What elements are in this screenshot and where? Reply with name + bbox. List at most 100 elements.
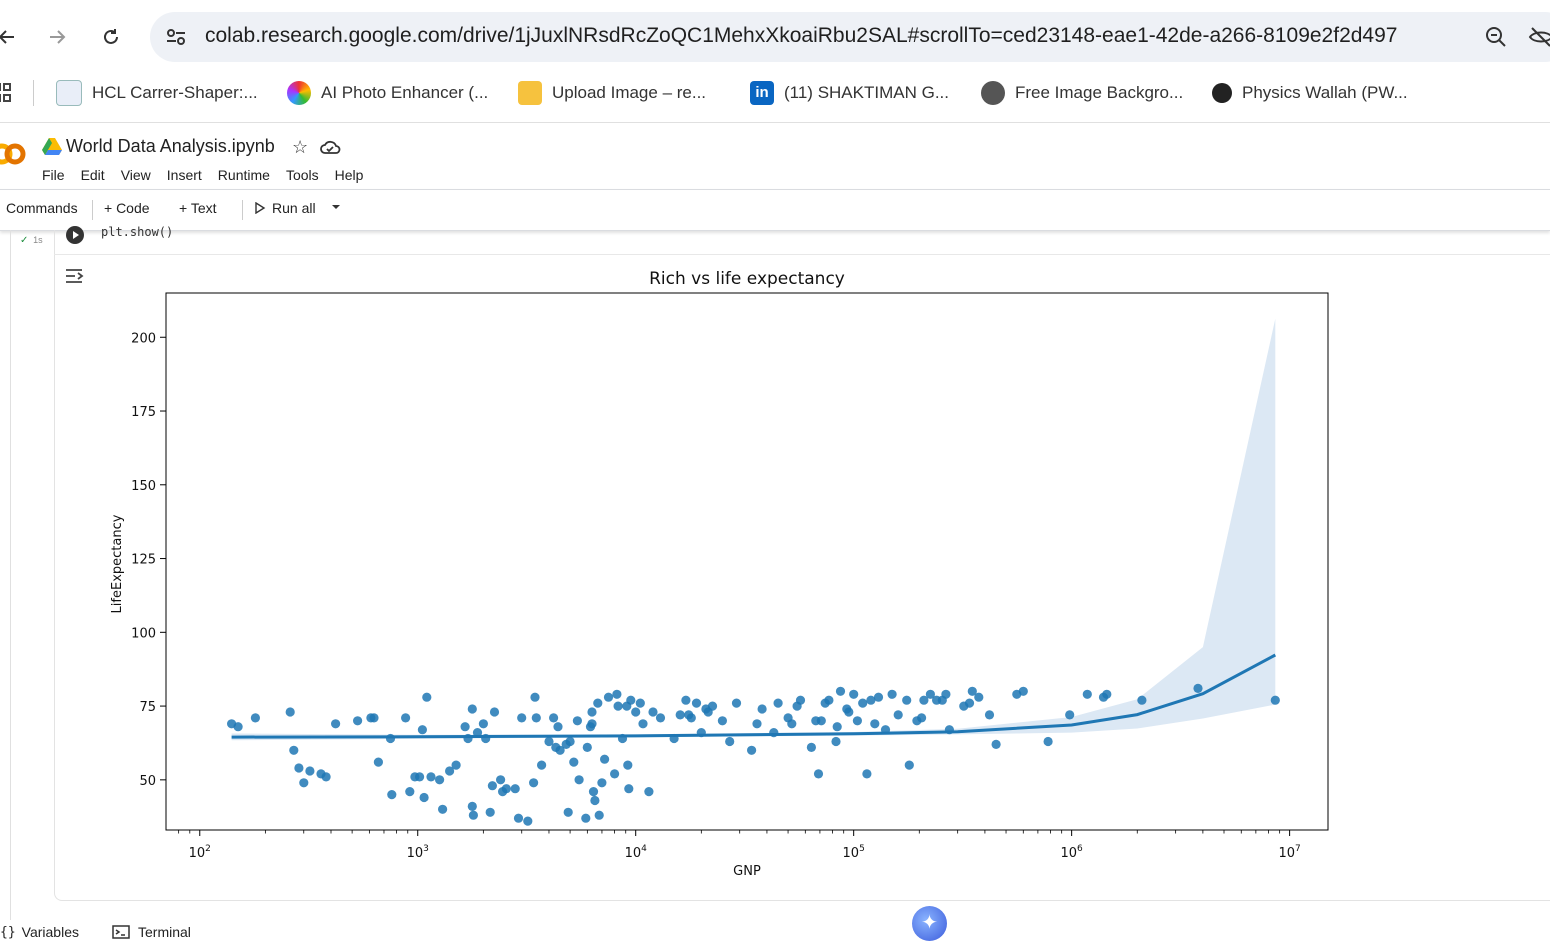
pw-icon xyxy=(1212,83,1232,103)
scatter-point xyxy=(806,742,817,753)
scatter-point xyxy=(1065,710,1075,720)
variables-button[interactable]: {} Variables xyxy=(0,924,79,940)
terminal-button[interactable]: Terminal xyxy=(112,924,191,940)
linkedin-icon: in xyxy=(750,81,774,105)
scatter-point xyxy=(478,719,488,729)
scatter-point xyxy=(530,692,540,702)
notebook-title[interactable]: World Data Analysis.ipynb xyxy=(66,136,275,156)
reload-icon[interactable] xyxy=(96,22,126,52)
scatter-point xyxy=(553,722,563,732)
scatter-point xyxy=(422,692,432,702)
x-tick-label: 104 xyxy=(625,844,648,861)
y-tick-label: 150 xyxy=(131,479,156,494)
menu-bar: File Edit View Insert Runtime Tools Help xyxy=(42,167,363,183)
code-text[interactable]: plt.show() xyxy=(101,225,174,239)
exec-time: 1s xyxy=(33,235,43,245)
scatter-point xyxy=(472,728,483,738)
scatter-point xyxy=(501,784,511,794)
bookmark-linkedin[interactable]: in (11) SHAKTIMAN G... xyxy=(750,80,949,106)
scatter-point xyxy=(813,769,824,779)
scatter-point xyxy=(795,695,806,705)
scatter-point xyxy=(1193,683,1203,694)
scatter-point xyxy=(385,733,396,744)
scatter-point xyxy=(691,698,702,708)
scatter-point xyxy=(331,719,341,729)
scatter-point xyxy=(638,719,648,729)
scatter-point xyxy=(707,701,718,711)
scatter-point xyxy=(299,778,309,788)
eye-off-icon[interactable] xyxy=(1528,25,1550,54)
scatter-point xyxy=(1102,689,1112,699)
site-info-icon[interactable] xyxy=(165,26,187,53)
scatter-point xyxy=(587,719,597,729)
add-code-button[interactable]: + Code xyxy=(104,200,150,216)
upload-image-icon xyxy=(518,81,542,105)
menu-insert[interactable]: Insert xyxy=(166,167,202,183)
scatter-point xyxy=(513,813,524,823)
scatter-point xyxy=(387,790,397,800)
bookmark-physics-wallah[interactable]: Physics Wallah (PW... xyxy=(1212,80,1408,106)
regression-line xyxy=(231,653,1277,739)
bookmark-label: AI Photo Enhancer (... xyxy=(321,83,489,102)
menu-help[interactable]: Help xyxy=(334,167,364,183)
scatter-point xyxy=(549,713,559,723)
bookmark-upload-image[interactable]: Upload Image – re... xyxy=(518,80,706,106)
address-bar[interactable] xyxy=(150,12,1550,62)
scatter-point xyxy=(401,713,411,723)
scatter-point xyxy=(600,754,610,764)
scatter-point xyxy=(565,736,575,747)
terminal-icon xyxy=(112,925,130,939)
bookmark-label: HCL Carrer-Shaper:... xyxy=(92,83,258,102)
colab-logo-icon[interactable] xyxy=(0,139,26,174)
forward-icon[interactable] xyxy=(42,22,72,52)
run-cell-icon[interactable] xyxy=(65,225,85,250)
y-tick-label: 175 xyxy=(131,405,156,420)
back-icon[interactable] xyxy=(0,22,22,52)
scatter-point xyxy=(832,722,842,732)
output-actions-icon[interactable] xyxy=(64,267,86,290)
scatter-point xyxy=(487,781,497,791)
menu-view[interactable]: View xyxy=(120,167,151,183)
bookmarks-bar: HCL Carrer-Shaper:... AI Photo Enhancer … xyxy=(0,72,1550,114)
cloud-saved-icon[interactable] xyxy=(319,138,341,161)
bookmark-hcl[interactable]: HCL Carrer-Shaper:... xyxy=(56,80,258,106)
scatter-point xyxy=(405,787,415,797)
scatter-point xyxy=(569,757,579,767)
url-text[interactable]: colab.research.google.com/drive/1jJuxlNR… xyxy=(205,24,1398,47)
menu-tools[interactable]: Tools xyxy=(285,167,319,183)
scatter-point xyxy=(373,757,383,767)
add-text-button[interactable]: + Text xyxy=(179,200,217,216)
run-all-dropdown-icon[interactable] xyxy=(331,203,341,211)
scatter-point xyxy=(531,713,541,723)
scatter-point xyxy=(597,778,607,788)
scatter-point xyxy=(849,689,859,699)
scatter-point xyxy=(866,695,876,705)
menu-runtime[interactable]: Runtime xyxy=(217,167,270,183)
scatter-point xyxy=(582,742,592,753)
gemini-icon[interactable]: ✦ xyxy=(912,906,947,941)
scatter-point xyxy=(603,692,614,702)
bookmark-ai-photo[interactable]: AI Photo Enhancer (... xyxy=(287,80,488,106)
scatter-point xyxy=(631,707,641,717)
scatter-point xyxy=(902,695,912,705)
menu-file[interactable]: File xyxy=(42,167,65,183)
scatter-point xyxy=(435,775,445,785)
bookmark-label: Physics Wallah (PW... xyxy=(1242,83,1408,102)
scatter-point xyxy=(563,807,573,817)
zoom-icon[interactable] xyxy=(1484,25,1508,54)
scatter-point xyxy=(426,772,436,782)
star-icon[interactable]: ☆ xyxy=(292,137,309,157)
commands-button[interactable]: Commands xyxy=(6,200,78,216)
scatter-point xyxy=(415,772,425,782)
menu-edit[interactable]: Edit xyxy=(80,167,105,183)
apps-grid-icon[interactable] xyxy=(0,82,12,109)
scatter-point xyxy=(1082,689,1092,699)
scatter-point xyxy=(1018,686,1028,696)
bookmark-label: (11) SHAKTIMAN G... xyxy=(784,83,949,102)
x-tick-label: 106 xyxy=(1061,844,1084,861)
scatter-point xyxy=(747,745,757,755)
run-all-button[interactable]: Run all xyxy=(254,200,316,216)
scatter-point xyxy=(862,769,872,779)
bookmark-free-image[interactable]: Free Image Backgro... xyxy=(981,80,1183,106)
scatter-point xyxy=(626,695,636,705)
